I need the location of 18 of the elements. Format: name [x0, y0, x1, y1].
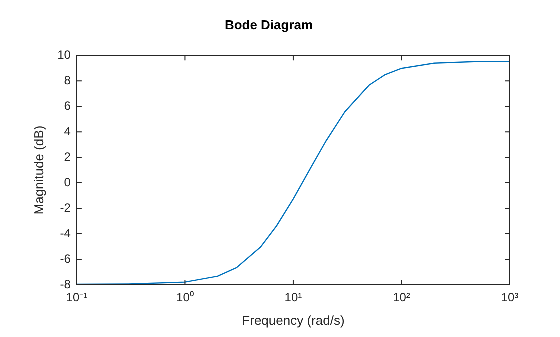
- y-tick-label: -2: [60, 200, 72, 215]
- y-axis-title: Magnitude (dB): [31, 126, 46, 215]
- x-tick-label: 10⁰: [176, 290, 194, 305]
- x-tick-label: 10⁻¹: [66, 290, 88, 305]
- x-tick-label: 10¹: [284, 290, 302, 305]
- x-tick-label: 10²: [393, 290, 410, 305]
- y-tick-label: -8: [60, 277, 72, 292]
- y-tick-label: 10: [58, 48, 72, 62]
- y-tick-label: -6: [60, 252, 72, 266]
- x-tick-label: 10³: [501, 290, 519, 305]
- y-tick-label: 2: [64, 150, 72, 164]
- y-tick-label: 8: [64, 73, 72, 88]
- chart-title: Bode Diagram: [224, 17, 314, 32]
- y-tick-label: 6: [64, 98, 72, 113]
- x-axis-title: Frequency (rad/s): [242, 312, 345, 328]
- y-tick-label: 0: [64, 175, 72, 190]
- y-tick-label: 4: [64, 124, 72, 138]
- y-tick-label: -4: [60, 226, 72, 240]
